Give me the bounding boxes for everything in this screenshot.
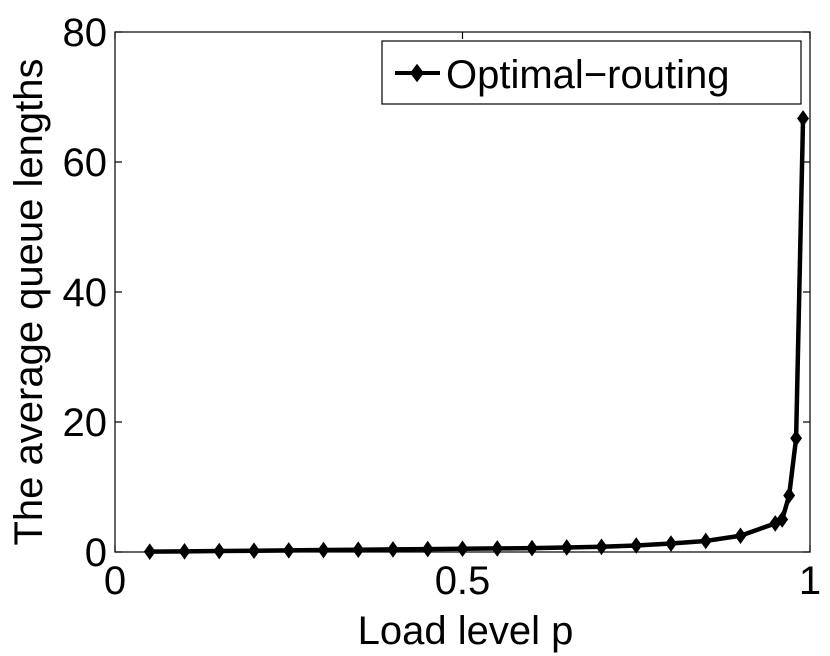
data-point-marker bbox=[734, 527, 747, 545]
series-layer bbox=[143, 110, 809, 560]
y-tick-label: 20 bbox=[63, 401, 108, 445]
y-tick-label: 40 bbox=[63, 271, 108, 315]
data-point-marker bbox=[595, 538, 608, 556]
data-point-marker bbox=[526, 539, 538, 557]
plot-area bbox=[114, 31, 811, 553]
legend-label: Optimal−routing bbox=[446, 53, 729, 97]
x-tick-label: 1 bbox=[799, 559, 821, 603]
data-point-marker bbox=[178, 543, 191, 560]
data-point-marker bbox=[699, 532, 712, 550]
x-tick-label: 0.5 bbox=[435, 559, 491, 603]
plot-frame bbox=[114, 31, 811, 553]
x-tick-label: 0 bbox=[104, 559, 126, 603]
data-point-marker bbox=[421, 540, 434, 558]
data-point-marker bbox=[213, 542, 226, 560]
y-axis-title: The average queue lengths bbox=[7, 58, 51, 545]
data-point-marker bbox=[352, 541, 365, 559]
data-point-marker bbox=[143, 543, 156, 560]
data-point-marker bbox=[790, 429, 803, 447]
data-point-marker bbox=[317, 541, 330, 559]
series-line bbox=[149, 118, 806, 554]
data-point-marker bbox=[783, 487, 796, 504]
y-tick-label: 80 bbox=[63, 11, 108, 55]
data-point-marker bbox=[797, 110, 809, 127]
data-point-marker bbox=[630, 537, 643, 554]
data-point-marker bbox=[776, 511, 789, 528]
data-point-marker bbox=[491, 540, 504, 557]
y-tick-label: 60 bbox=[63, 141, 108, 185]
data-point-marker bbox=[560, 539, 573, 556]
data-point-marker bbox=[282, 542, 295, 559]
legend-box bbox=[381, 40, 802, 105]
data-point-marker bbox=[665, 535, 677, 552]
y-tick-label: 0 bbox=[85, 531, 107, 575]
data-point-marker bbox=[387, 541, 399, 558]
axis-ticks: 0 0.5 1 0 20 40 60 80 bbox=[63, 11, 822, 603]
data-point-marker bbox=[248, 542, 260, 559]
legend: Optimal−routing bbox=[381, 40, 802, 105]
legend-diamond-marker bbox=[410, 63, 424, 83]
x-axis-title: Load level p bbox=[358, 609, 574, 653]
